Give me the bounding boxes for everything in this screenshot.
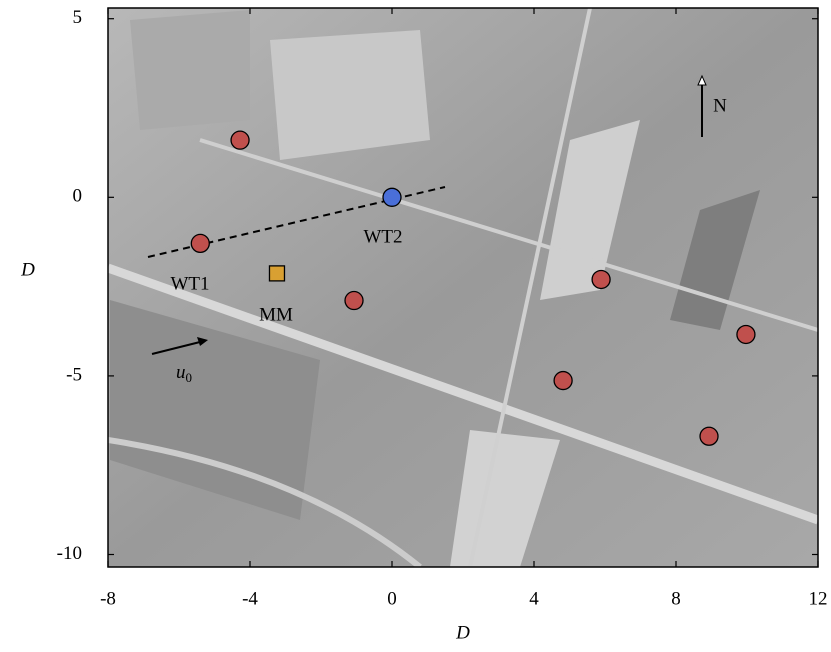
- annotation-sub: 0: [186, 370, 193, 385]
- x-tick-label: 4: [529, 588, 539, 609]
- marker: [737, 325, 755, 343]
- marker: [700, 427, 718, 445]
- marker: [383, 188, 401, 206]
- marker: [191, 234, 209, 252]
- x-tick-label: 8: [671, 588, 681, 609]
- annotation: WT1: [170, 273, 209, 294]
- y-tick-label: -10: [57, 543, 82, 564]
- y-tick-label: 5: [73, 7, 83, 28]
- x-tick-label: 0: [387, 588, 397, 609]
- x-tick-label: -8: [100, 588, 116, 609]
- chart: D D WT1 WT2 MM N u0 -8-40481250-5-10: [0, 0, 831, 647]
- y-tick-label: -5: [66, 364, 82, 385]
- x-tick-label: -4: [242, 588, 258, 609]
- annotation: N: [713, 95, 727, 116]
- marker: [231, 131, 249, 149]
- annotation: WT2: [363, 226, 402, 247]
- annotation: MM: [259, 304, 293, 325]
- annotation-base: u: [176, 362, 186, 383]
- aerial-background: [108, 8, 818, 567]
- marker: [269, 266, 284, 281]
- y-axis-label: D: [20, 259, 35, 280]
- marker: [345, 292, 363, 310]
- x-tick-label: 12: [809, 588, 828, 609]
- marker: [554, 372, 572, 390]
- y-tick-label: 0: [73, 186, 83, 207]
- marker: [592, 270, 610, 288]
- x-axis-label: D: [455, 622, 470, 643]
